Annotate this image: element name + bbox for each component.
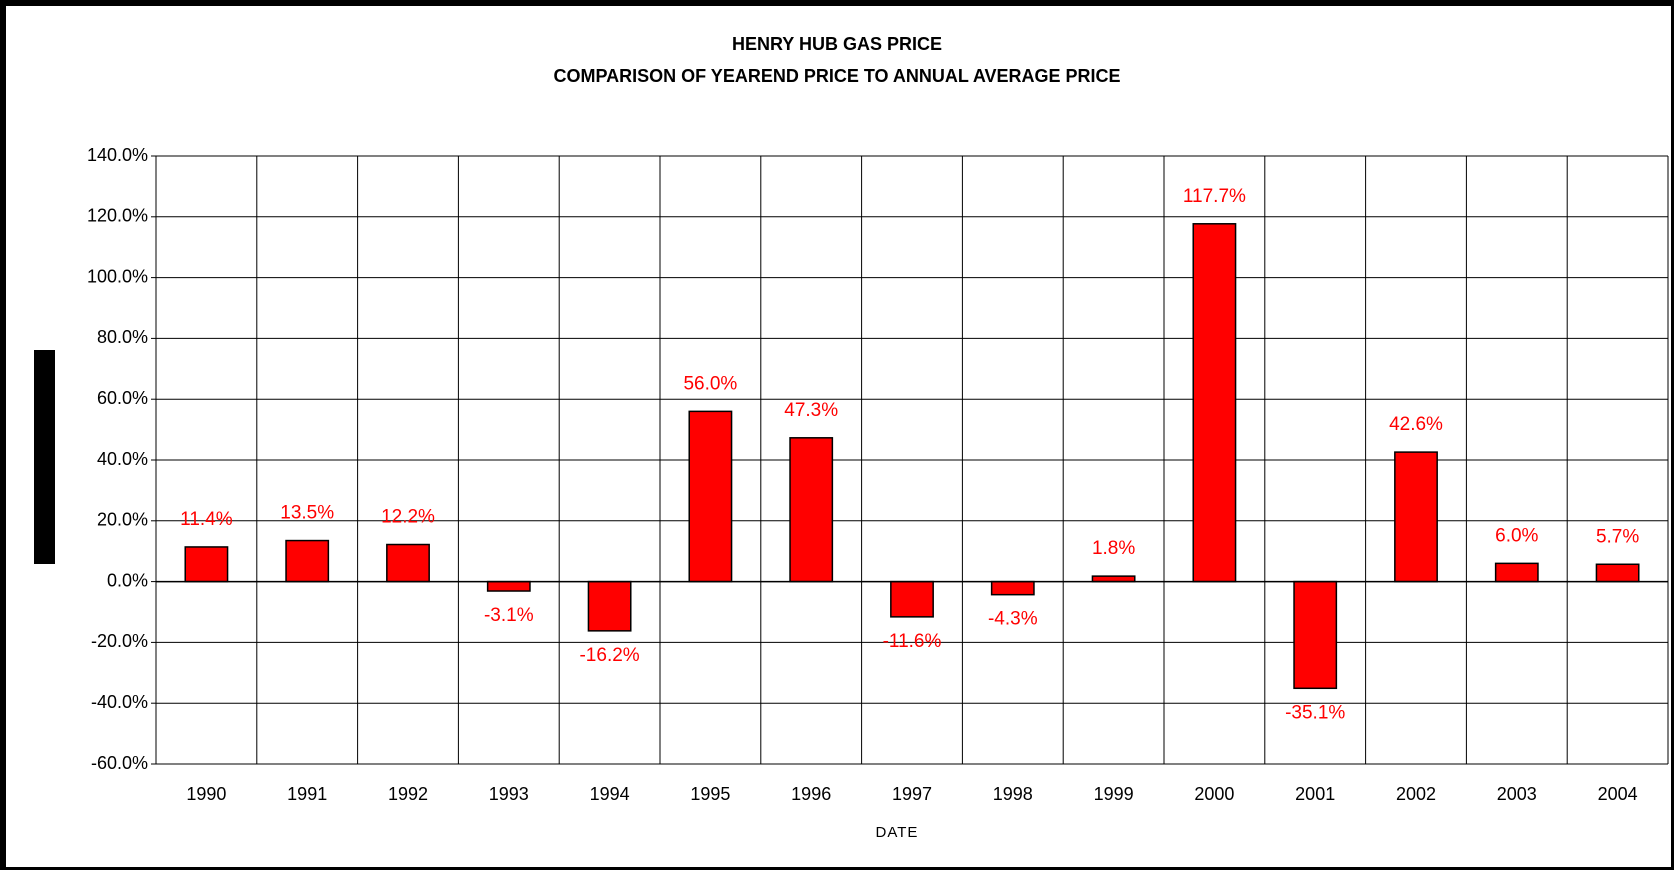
bar [587, 580, 632, 632]
redacted-axis-label [34, 350, 55, 564]
chart-title: HENRY HUB GAS PRICE [732, 34, 942, 54]
y-tick-label: -20.0% [91, 631, 148, 651]
y-tick-label: 0.0% [107, 570, 148, 590]
chart-subtitle: COMPARISON OF YEAREND PRICE TO ANNUAL AV… [553, 66, 1120, 86]
y-tick-label: 60.0% [97, 388, 148, 408]
x-tick-label: 1996 [791, 784, 831, 804]
data-label: -4.3% [988, 609, 1038, 630]
x-tick-label: 1999 [1094, 784, 1134, 804]
data-label: 42.6% [1389, 414, 1443, 435]
bar [890, 580, 934, 618]
bar [789, 437, 834, 583]
data-label: 56.0% [683, 373, 737, 394]
x-tick-label: 1993 [489, 784, 529, 804]
x-tick-label: 1991 [287, 784, 327, 804]
bar [990, 580, 1035, 596]
x-axis-label: DATE [876, 824, 919, 841]
data-label: 6.0% [1495, 525, 1538, 546]
data-label: 47.3% [784, 400, 838, 421]
bar [486, 580, 531, 592]
y-tick-label: 100.0% [87, 266, 148, 286]
data-label: 117.7% [1183, 186, 1246, 207]
x-tick-label: 2002 [1396, 784, 1436, 804]
y-tick-label: 140.0% [87, 145, 148, 165]
y-tick-label: -60.0% [91, 753, 148, 773]
data-label: 1.8% [1092, 538, 1135, 559]
y-tick-label: 120.0% [87, 206, 148, 226]
x-tick-label: 1994 [590, 784, 630, 804]
x-tick-label: 2004 [1598, 784, 1638, 804]
x-tick-label: 1990 [186, 784, 226, 804]
x-tick-label: 1992 [388, 784, 428, 804]
data-label: 11.4% [180, 509, 233, 530]
y-tick-label: -40.0% [91, 692, 148, 712]
bar [688, 410, 733, 583]
data-label: -3.1% [484, 605, 534, 626]
bar [285, 539, 330, 583]
data-label: 13.5% [280, 503, 334, 524]
y-tick-label: 80.0% [97, 327, 148, 347]
x-tick-label: 2003 [1497, 784, 1537, 804]
y-tick-label: 20.0% [97, 510, 148, 530]
bar [1595, 563, 1640, 583]
data-label: 12.2% [381, 507, 435, 528]
bar [184, 546, 229, 583]
bar [1192, 223, 1237, 583]
bar [1394, 451, 1438, 583]
x-tick-label: 2001 [1295, 784, 1335, 804]
x-tick-label: 2000 [1194, 784, 1234, 804]
bar [1091, 575, 1136, 583]
x-tick-label: 1998 [993, 784, 1033, 804]
data-label: -16.2% [579, 645, 639, 666]
data-label: 5.7% [1596, 526, 1639, 547]
bar [386, 543, 430, 583]
data-label: -35.1% [1285, 702, 1345, 723]
bar [1494, 562, 1539, 583]
x-tick-label: 1995 [690, 784, 730, 804]
y-tick-label: 40.0% [97, 449, 148, 469]
data-label: -11.6% [883, 631, 942, 652]
bar [1293, 580, 1338, 690]
x-tick-label: 1997 [892, 784, 932, 804]
chart-background [6, 6, 1671, 867]
